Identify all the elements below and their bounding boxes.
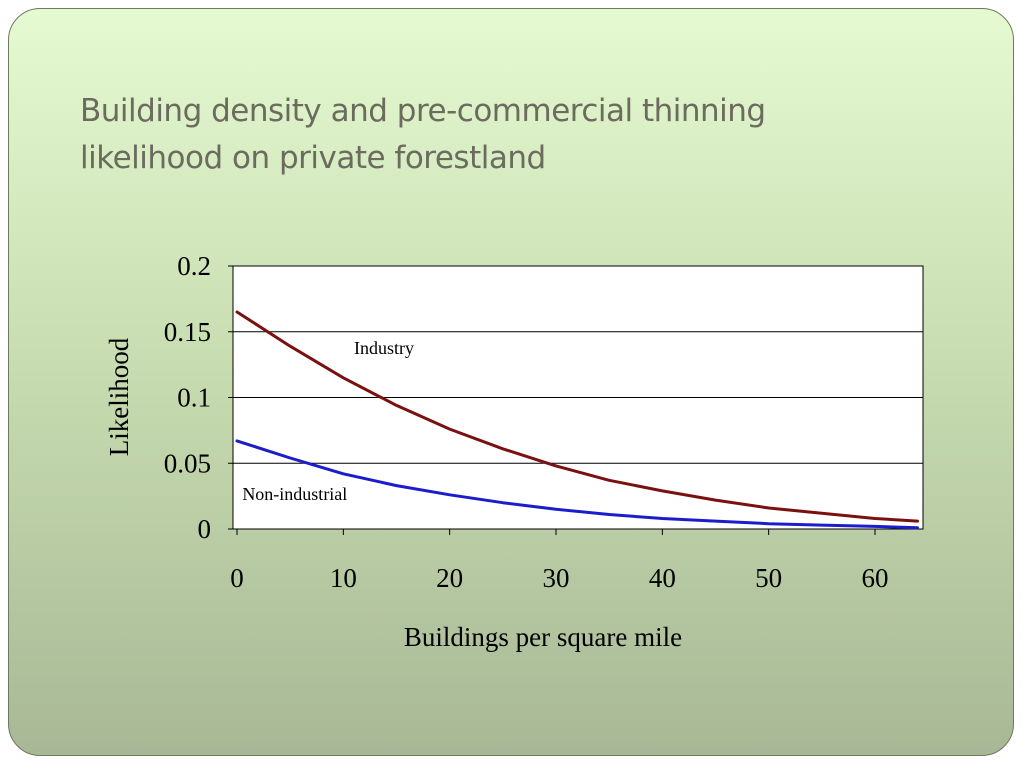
gridlines bbox=[233, 331, 923, 464]
x-tick-label: 60 bbox=[862, 563, 889, 593]
x-tick-label: 50 bbox=[755, 563, 782, 593]
slide-title: Building density and pre-commercial thin… bbox=[80, 88, 980, 182]
annotation-non-industrial: Non-industrial bbox=[242, 484, 347, 504]
x-axis-label: Buildings per square mile bbox=[404, 622, 682, 652]
x-axis-ticks: 0 10 20 30 40 50 60 bbox=[230, 529, 889, 593]
series-line-industry bbox=[235, 310, 919, 523]
x-tick-label: 40 bbox=[649, 563, 676, 593]
y-axis-label: Likelihood bbox=[104, 337, 134, 456]
x-tick-label: 10 bbox=[330, 563, 357, 593]
y-axis-ticks: 0 0.05 0.1 0.15 0.2 bbox=[164, 251, 233, 544]
title-line-1: Building density and pre-commercial thin… bbox=[80, 93, 766, 129]
annotation-industry: Industry bbox=[354, 338, 414, 358]
y-tick-label: 0.15 bbox=[164, 317, 211, 347]
x-tick-label: 20 bbox=[436, 563, 463, 593]
y-tick-label: 0.1 bbox=[177, 383, 211, 413]
y-tick-label: 0 bbox=[198, 514, 212, 544]
series-lines bbox=[235, 310, 919, 530]
annotations: Industry Non-industrial bbox=[242, 338, 414, 504]
x-tick-label: 0 bbox=[230, 563, 244, 593]
title-line-2: likelihood on private forestland bbox=[80, 140, 546, 176]
y-tick-label: 0.2 bbox=[177, 251, 211, 281]
series-line-non-industrial bbox=[235, 439, 919, 530]
y-tick-label: 0.05 bbox=[164, 448, 211, 478]
x-tick-label: 30 bbox=[543, 563, 570, 593]
